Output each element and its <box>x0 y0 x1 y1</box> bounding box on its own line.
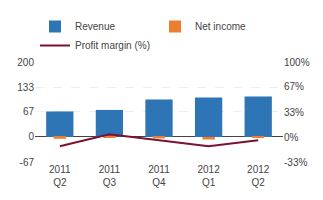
svg-text:67: 67 <box>23 106 35 117</box>
svg-text:2011Q3: 2011Q3 <box>99 164 121 188</box>
svg-text:Profit margin (%): Profit margin (%) <box>75 40 150 51</box>
svg-text:33%: 33% <box>284 107 304 118</box>
svg-text:-33%: -33% <box>284 157 307 168</box>
svg-text:2012Q2: 2012Q2 <box>247 164 270 188</box>
svg-text:0: 0 <box>28 131 34 142</box>
svg-text:Revenue: Revenue <box>75 21 115 32</box>
svg-text:0%: 0% <box>284 132 299 143</box>
svg-text:2011Q2: 2011Q2 <box>49 164 71 188</box>
svg-text:100%: 100% <box>284 57 310 68</box>
svg-text:-67: -67 <box>20 157 35 168</box>
svg-text:2012Q1: 2012Q1 <box>197 164 220 188</box>
svg-text:Net income: Net income <box>195 21 246 32</box>
svg-text:67%: 67% <box>284 81 304 92</box>
svg-text:133: 133 <box>17 82 34 93</box>
svg-text:2011Q4: 2011Q4 <box>148 164 170 188</box>
svg-text:200: 200 <box>17 57 34 68</box>
